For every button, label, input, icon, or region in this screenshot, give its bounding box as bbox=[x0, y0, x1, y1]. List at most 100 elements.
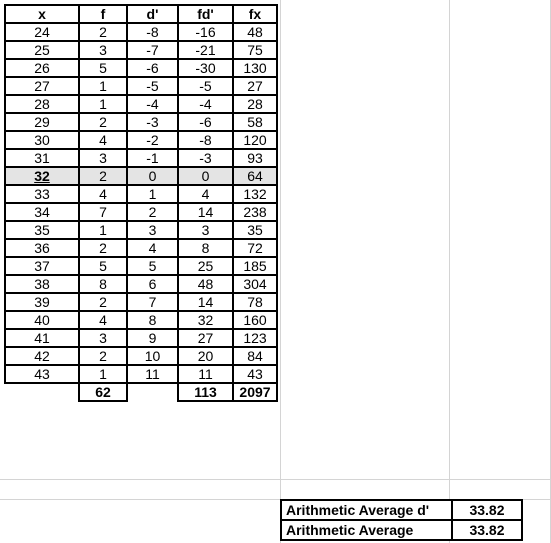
average-label[interactable]: Arithmetic Average bbox=[280, 519, 453, 541]
cell-fd[interactable]: -6 bbox=[177, 112, 234, 132]
cell-f[interactable]: 2 bbox=[78, 292, 128, 312]
cell-x[interactable]: 24 bbox=[4, 22, 80, 42]
cell-f[interactable]: 2 bbox=[78, 346, 128, 366]
cell-x[interactable]: 40 bbox=[4, 310, 80, 330]
cell-f[interactable]: 1 bbox=[78, 76, 128, 96]
cell-d[interactable]: -2 bbox=[126, 130, 179, 150]
cell-x[interactable]: 30 bbox=[4, 130, 80, 150]
cell-fx[interactable]: 304 bbox=[232, 274, 278, 294]
cell-fx[interactable]: 43 bbox=[232, 364, 278, 384]
cell-x[interactable]: 31 bbox=[4, 148, 80, 168]
header-f[interactable]: f bbox=[78, 4, 128, 24]
total-fd[interactable]: 113 bbox=[177, 382, 234, 402]
cell-fd[interactable]: 8 bbox=[177, 238, 234, 258]
average-value[interactable]: 33.82 bbox=[451, 519, 523, 541]
cell-f[interactable]: 8 bbox=[78, 274, 128, 294]
cell-fx[interactable]: 75 bbox=[232, 40, 278, 60]
cell-f[interactable]: 1 bbox=[78, 220, 128, 240]
cell-fd[interactable]: -5 bbox=[177, 76, 234, 96]
cell-fd[interactable]: 25 bbox=[177, 256, 234, 276]
cell-d[interactable]: 3 bbox=[126, 220, 179, 240]
cell-fd[interactable]: 3 bbox=[177, 220, 234, 240]
cell-d[interactable]: -7 bbox=[126, 40, 179, 60]
cell-f[interactable]: 2 bbox=[78, 22, 128, 42]
cell-x[interactable]: 38 bbox=[4, 274, 80, 294]
cell-fd[interactable]: 20 bbox=[177, 346, 234, 366]
cell-fd[interactable]: -30 bbox=[177, 58, 234, 78]
cell-d[interactable]: 11 bbox=[126, 364, 179, 384]
cell-x[interactable]: 41 bbox=[4, 328, 80, 348]
cell-fd[interactable]: 4 bbox=[177, 184, 234, 204]
cell-d[interactable]: 0 bbox=[126, 166, 179, 186]
cell-x[interactable]: 32 bbox=[4, 166, 80, 186]
average-d-label[interactable]: Arithmetic Average d' bbox=[280, 499, 453, 521]
cell-x[interactable]: 28 bbox=[4, 94, 80, 114]
cell-x[interactable]: 36 bbox=[4, 238, 80, 258]
cell-fd[interactable]: 14 bbox=[177, 202, 234, 222]
cell-f[interactable]: 2 bbox=[78, 238, 128, 258]
header-fd[interactable]: fd' bbox=[177, 4, 234, 24]
cell-x[interactable]: 27 bbox=[4, 76, 80, 96]
total-f[interactable]: 62 bbox=[78, 382, 128, 402]
cell-d[interactable]: 6 bbox=[126, 274, 179, 294]
cell-fd[interactable]: 32 bbox=[177, 310, 234, 330]
cell-f[interactable]: 2 bbox=[78, 166, 128, 186]
cell-f[interactable]: 7 bbox=[78, 202, 128, 222]
cell-f[interactable]: 4 bbox=[78, 310, 128, 330]
cell-f[interactable]: 3 bbox=[78, 328, 128, 348]
cell-f[interactable]: 1 bbox=[78, 364, 128, 384]
cell-fx[interactable]: 120 bbox=[232, 130, 278, 150]
cell-fx[interactable]: 185 bbox=[232, 256, 278, 276]
cell-d[interactable]: 4 bbox=[126, 238, 179, 258]
cell-fd[interactable]: 27 bbox=[177, 328, 234, 348]
cell-fd[interactable]: 0 bbox=[177, 166, 234, 186]
cell-fx[interactable]: 132 bbox=[232, 184, 278, 204]
cell-f[interactable]: 4 bbox=[78, 130, 128, 150]
cell-fd[interactable]: 48 bbox=[177, 274, 234, 294]
cell-f[interactable]: 5 bbox=[78, 58, 128, 78]
cell-x[interactable]: 33 bbox=[4, 184, 80, 204]
cell-x[interactable]: 37 bbox=[4, 256, 80, 276]
cell-fx[interactable]: 35 bbox=[232, 220, 278, 240]
cell-fx[interactable]: 72 bbox=[232, 238, 278, 258]
cell-x[interactable]: 25 bbox=[4, 40, 80, 60]
total-fx[interactable]: 2097 bbox=[232, 382, 278, 402]
cell-d[interactable]: 5 bbox=[126, 256, 179, 276]
cell-d[interactable]: -4 bbox=[126, 94, 179, 114]
cell-d[interactable]: 8 bbox=[126, 310, 179, 330]
cell-d[interactable]: -8 bbox=[126, 22, 179, 42]
cell-x[interactable]: 35 bbox=[4, 220, 80, 240]
cell-fd[interactable]: 11 bbox=[177, 364, 234, 384]
cell-fx[interactable]: 64 bbox=[232, 166, 278, 186]
cell-f[interactable]: 2 bbox=[78, 112, 128, 132]
cell-d[interactable]: -3 bbox=[126, 112, 179, 132]
cell-x[interactable]: 26 bbox=[4, 58, 80, 78]
header-fx[interactable]: fx bbox=[232, 4, 278, 24]
cell-x[interactable]: 43 bbox=[4, 364, 80, 384]
cell-f[interactable]: 3 bbox=[78, 148, 128, 168]
cell-fd[interactable]: -21 bbox=[177, 40, 234, 60]
cell-f[interactable]: 4 bbox=[78, 184, 128, 204]
cell-fx[interactable]: 48 bbox=[232, 22, 278, 42]
cell-fx[interactable]: 93 bbox=[232, 148, 278, 168]
cell-d[interactable]: 10 bbox=[126, 346, 179, 366]
cell-f[interactable]: 5 bbox=[78, 256, 128, 276]
cell-fx[interactable]: 28 bbox=[232, 94, 278, 114]
cell-d[interactable]: 1 bbox=[126, 184, 179, 204]
average-d-value[interactable]: 33.82 bbox=[451, 499, 523, 521]
cell-x[interactable]: 42 bbox=[4, 346, 80, 366]
header-d[interactable]: d' bbox=[126, 4, 179, 24]
cell-fx[interactable]: 238 bbox=[232, 202, 278, 222]
cell-x[interactable]: 29 bbox=[4, 112, 80, 132]
cell-fd[interactable]: 14 bbox=[177, 292, 234, 312]
cell-d[interactable]: -5 bbox=[126, 76, 179, 96]
cell-d[interactable]: -1 bbox=[126, 148, 179, 168]
cell-f[interactable]: 1 bbox=[78, 94, 128, 114]
cell-fx[interactable]: 58 bbox=[232, 112, 278, 132]
cell-d[interactable]: 2 bbox=[126, 202, 179, 222]
cell-d[interactable]: 7 bbox=[126, 292, 179, 312]
cell-fd[interactable]: -8 bbox=[177, 130, 234, 150]
cell-fx[interactable]: 84 bbox=[232, 346, 278, 366]
cell-fx[interactable]: 123 bbox=[232, 328, 278, 348]
